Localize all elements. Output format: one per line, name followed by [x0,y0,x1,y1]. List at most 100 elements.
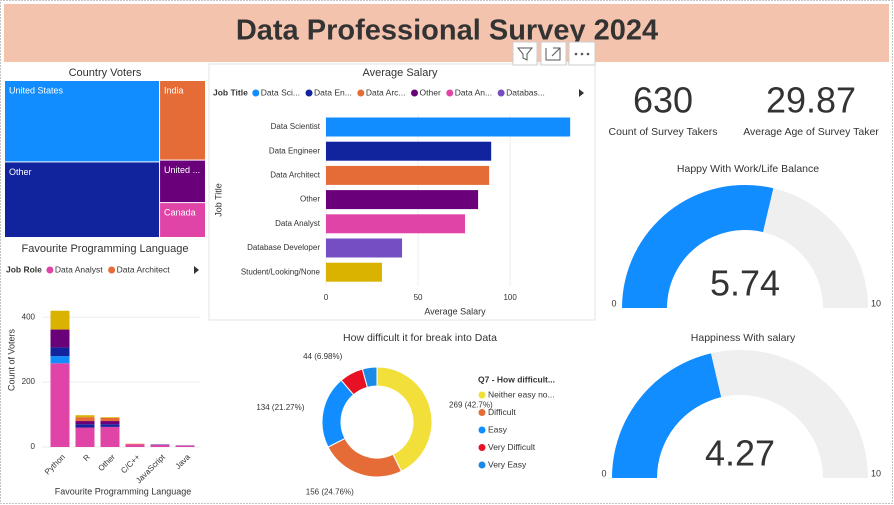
legend-label: Other [420,87,441,97]
gauge-value [612,353,722,478]
treemap-tile [160,203,205,237]
legend-label: Data An... [455,87,492,97]
x-tick-label: 0 [324,293,329,302]
legend-scroll[interactable] [194,266,199,274]
legend-label: Difficult [488,407,516,417]
bar-segment [100,417,120,418]
bar-segment [100,417,120,422]
filter-icon [516,47,534,61]
bar-segment [150,445,170,447]
card-label: Average Age of Survey Taker [743,126,879,138]
y-tick-label: Data Architect [270,171,321,180]
legend-marker [478,391,486,399]
chart-title: Country Voters [69,67,142,79]
bar-segment [175,445,195,447]
y-tick-label: Data Scientist [271,122,321,131]
bar-segment [75,417,95,422]
legend-label: Data Analyst [55,264,103,274]
legend-title: Job Role [6,264,42,274]
y-tick-label: Data Analyst [275,219,321,228]
y-tick-label: 400 [22,312,36,321]
y-tick-label: 200 [22,377,36,386]
legend-marker [305,89,313,97]
legend-label: Data Sci... [261,87,300,97]
legend-title: Job Title [213,87,248,97]
bar-segment [50,356,70,364]
gauge-value [622,185,774,308]
legend-label: Neither easy no... [488,389,555,399]
legend-marker [478,409,486,416]
tile-label: United States [9,85,64,95]
bar-segment [100,424,120,427]
focus-icon [545,47,561,61]
donut-slice [361,366,378,388]
bar-segment [125,444,145,447]
card-value: 29.87 [766,80,856,121]
gauge-tick-label: 10 [871,298,881,308]
dot [574,52,578,56]
bar-segment [75,424,95,428]
dot [586,52,590,56]
y-tick-label: Student/Looking/None [241,267,321,276]
focus-button[interactable] [540,41,567,66]
bar-segment [100,421,120,425]
treemap-tile [160,81,205,160]
legend-marker [446,89,454,97]
y-axis-label: Count of Voters [6,328,16,391]
bar-segment [50,310,70,330]
legend-marker [478,426,486,434]
bar [326,214,466,234]
gauge-value-label: 5.74 [710,263,780,304]
bar [326,117,571,137]
chart-title: Average Salary [362,67,438,79]
gauge-tick-label: 0 [601,468,606,478]
data-label: 269 (42.7%) [449,400,493,409]
chart-title: Happiness With salary [691,332,796,344]
card-value: 630 [633,80,693,121]
tile-label: Canada [164,207,196,217]
tile-label: Other [9,167,32,177]
bar [326,190,479,210]
legend-marker [497,89,505,97]
y-tick-label: Other [300,195,320,204]
legend-label: Very Difficult [488,442,536,452]
x-axis-label: Favourite Programming Language [55,486,192,496]
chart-title: How difficult it for break into Data [343,332,497,344]
treemap-tile [160,160,205,203]
chart-title: Favourite Programming Language [22,243,189,255]
bar-segment [75,415,95,418]
tile-label: India [164,85,184,95]
data-label: 156 (24.76%) [306,487,354,496]
legend-marker [478,461,486,469]
y-tick-label: Database Developer [247,243,320,252]
legend-label: Easy [488,424,508,434]
legend-label: Very Easy [488,459,527,469]
gauge-value-label: 4.27 [705,433,775,474]
chart-title: Happy With Work/Life Balance [677,163,819,175]
treemap-tile [5,162,160,237]
filter-button[interactable] [512,41,538,66]
legend-label: Data Architect [117,264,171,274]
x-axis-label: Average Salary [424,306,486,316]
bar [326,238,403,258]
legend-label: Data En... [314,87,352,97]
legend-label: Databas... [506,87,545,97]
card-label: Count of Survey Takers [609,126,718,138]
legend-marker [46,266,54,274]
data-label: 134 (21.27%) [256,403,304,412]
y-tick-label: Data Engineer [269,146,320,155]
bar [326,165,490,185]
bar-segment [75,421,95,425]
bar-segment [50,347,70,357]
legend-marker [357,89,365,97]
toolbar [512,41,596,66]
legend-title: Q7 - How difficult... [478,374,555,384]
data-label: 44 (6.98%) [303,352,342,361]
bar-segment [125,443,145,445]
legend-marker [108,266,116,274]
x-tick-label: 100 [503,293,517,302]
y-tick-label: 0 [31,442,36,451]
legend-scroll[interactable] [579,89,584,97]
